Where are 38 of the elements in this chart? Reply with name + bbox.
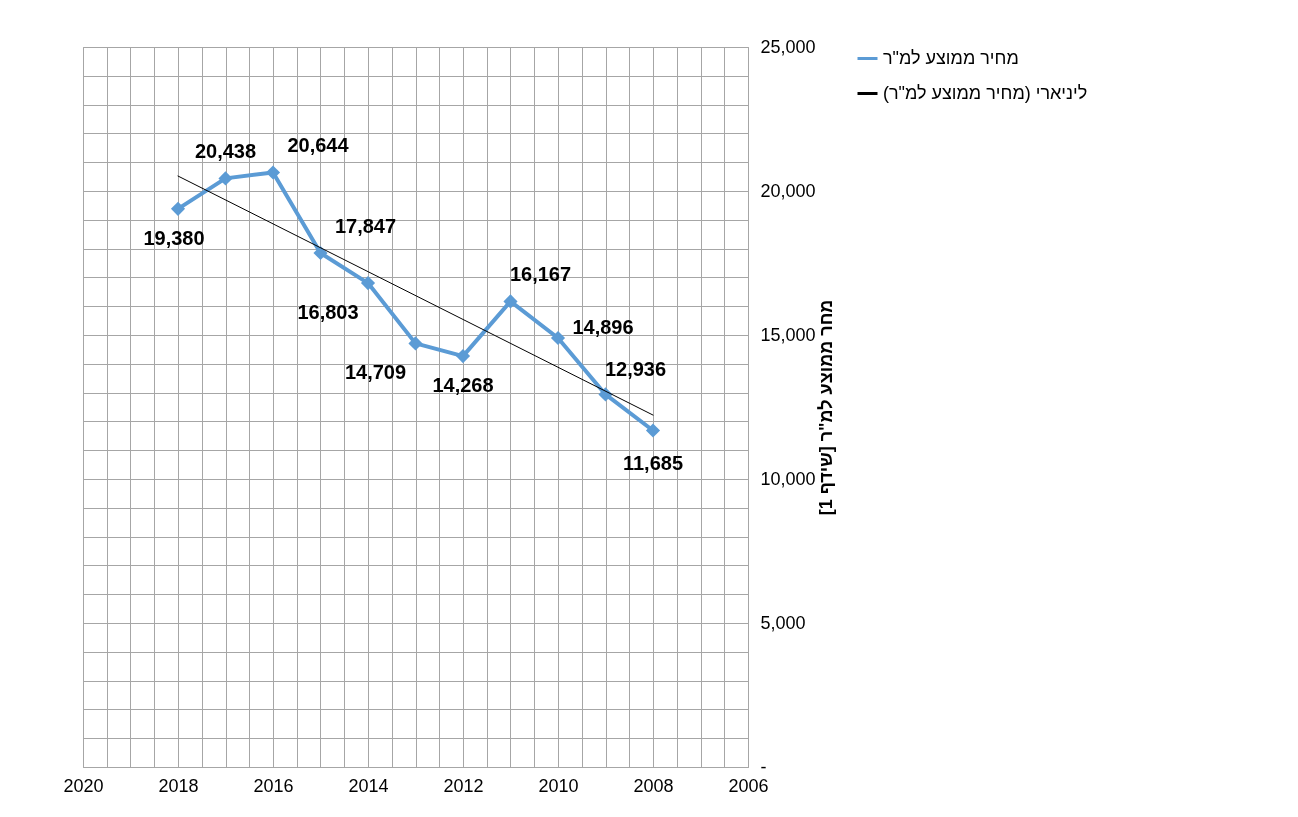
data-label: 11,685: [622, 452, 684, 475]
x-tick-label: 2016: [253, 775, 294, 796]
data-label: 20,644: [287, 134, 350, 157]
legend-label: מחיר ממוצע למ"ר: [883, 47, 1019, 68]
point: [313, 245, 328, 261]
point: [218, 171, 233, 186]
data-label: 20,438: [194, 140, 257, 163]
data-label: 19,380: [143, 226, 205, 249]
point: [645, 423, 661, 438]
point: [265, 165, 281, 180]
point: [408, 336, 423, 351]
point: [503, 294, 518, 309]
x-tick-label: 2010: [538, 775, 579, 796]
y-tick-label: 25,000: [760, 36, 816, 57]
data-label: 12,936: [604, 358, 667, 381]
x-tick-label: 2012: [443, 775, 484, 796]
y-tick-label: 20,000: [760, 180, 816, 201]
y-tick-label: 5,000: [760, 612, 806, 633]
legend-label: ליניארי (מחיר ממוצע למ"ר): [883, 82, 1088, 103]
y-tick-label: 10,000: [760, 468, 816, 489]
x-tick-label: 2018: [158, 775, 199, 796]
point: [550, 330, 566, 346]
data-label: 14,709: [344, 361, 407, 384]
y-axis-title: מחר ממוצע למ"ר [שידף 1]: [815, 299, 836, 516]
x-tick-label: 2020: [63, 775, 104, 796]
y-tick-label: -: [760, 756, 767, 777]
data-label: 16,167: [509, 263, 572, 286]
data-label: 16,803: [297, 301, 359, 324]
x-tick-label: 2008: [633, 775, 674, 796]
point: [360, 276, 376, 291]
x-tick-label: 2006: [728, 775, 769, 796]
data-label: 17,847: [334, 215, 397, 238]
data-label: 14,896: [572, 316, 634, 338]
x-tick-label: 2014: [348, 775, 389, 796]
y-tick-label: 15,000: [760, 324, 816, 345]
point: [170, 201, 186, 216]
data-label: 14,268: [432, 374, 494, 397]
point: [455, 349, 471, 364]
